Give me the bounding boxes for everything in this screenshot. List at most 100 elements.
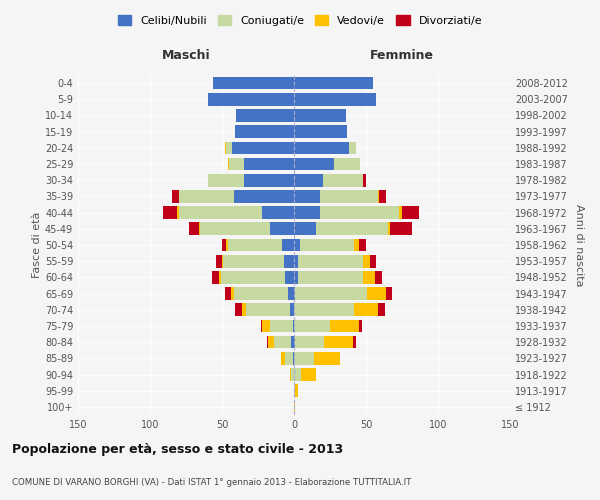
Bar bbox=[222, 238, 226, 252]
Bar bbox=[288, 288, 294, 300]
Bar bbox=[294, 320, 330, 332]
Bar bbox=[228, 238, 283, 252]
Bar bbox=[294, 158, 334, 170]
Bar bbox=[391, 222, 412, 235]
Bar bbox=[298, 255, 363, 268]
Bar bbox=[286, 352, 293, 364]
Bar bbox=[353, 336, 356, 348]
Bar bbox=[363, 255, 370, 268]
Bar bbox=[367, 288, 386, 300]
Bar bbox=[221, 271, 286, 283]
Bar bbox=[226, 142, 232, 154]
Bar bbox=[359, 320, 362, 332]
Text: COMUNE DI VARANO BORGHI (VA) - Dati ISTAT 1° gennaio 2013 - Elaborazione TUTTITA: COMUNE DI VARANO BORGHI (VA) - Dati ISTA… bbox=[12, 478, 412, 487]
Bar bbox=[242, 304, 247, 316]
Bar bbox=[295, 384, 298, 397]
Bar bbox=[293, 352, 294, 364]
Bar bbox=[236, 109, 294, 122]
Bar bbox=[244, 158, 294, 170]
Bar bbox=[314, 352, 340, 364]
Bar bbox=[294, 384, 295, 397]
Bar bbox=[235, 126, 294, 138]
Bar bbox=[223, 255, 284, 268]
Bar bbox=[316, 222, 388, 235]
Bar bbox=[402, 206, 419, 219]
Bar bbox=[355, 304, 377, 316]
Bar bbox=[266, 336, 268, 348]
Bar bbox=[294, 174, 323, 186]
Bar bbox=[290, 304, 294, 316]
Bar bbox=[294, 271, 298, 283]
Bar bbox=[294, 255, 298, 268]
Bar bbox=[222, 255, 223, 268]
Bar bbox=[247, 304, 290, 316]
Bar bbox=[199, 222, 200, 235]
Bar bbox=[363, 174, 366, 186]
Bar bbox=[178, 206, 179, 219]
Bar bbox=[189, 222, 199, 235]
Bar bbox=[295, 288, 367, 300]
Bar bbox=[294, 400, 295, 413]
Bar bbox=[293, 320, 294, 332]
Bar bbox=[386, 288, 392, 300]
Bar bbox=[294, 222, 316, 235]
Bar bbox=[294, 206, 320, 219]
Bar bbox=[323, 174, 363, 186]
Bar bbox=[330, 320, 359, 332]
Text: Maschi: Maschi bbox=[161, 49, 211, 62]
Bar bbox=[370, 255, 376, 268]
Bar bbox=[294, 368, 301, 381]
Bar bbox=[294, 352, 314, 364]
Bar bbox=[294, 126, 347, 138]
Bar bbox=[294, 109, 346, 122]
Legend: Celibi/Nubili, Coniugati/e, Vedovi/e, Divorziati/e: Celibi/Nubili, Coniugati/e, Vedovi/e, Di… bbox=[113, 10, 487, 30]
Bar bbox=[274, 336, 291, 348]
Bar bbox=[399, 206, 402, 219]
Bar bbox=[286, 271, 294, 283]
Bar bbox=[363, 271, 374, 283]
Y-axis label: Anni di nascita: Anni di nascita bbox=[574, 204, 584, 286]
Bar bbox=[262, 206, 294, 219]
Bar bbox=[214, 77, 294, 90]
Bar bbox=[226, 238, 228, 252]
Bar bbox=[291, 336, 294, 348]
Bar bbox=[300, 238, 355, 252]
Bar bbox=[261, 320, 262, 332]
Bar bbox=[283, 238, 294, 252]
Bar bbox=[294, 77, 373, 90]
Bar bbox=[334, 158, 360, 170]
Bar bbox=[233, 288, 288, 300]
Y-axis label: Fasce di età: Fasce di età bbox=[32, 212, 42, 278]
Bar bbox=[359, 238, 366, 252]
Bar bbox=[388, 222, 391, 235]
Bar bbox=[244, 174, 294, 186]
Bar bbox=[379, 190, 386, 202]
Bar bbox=[219, 271, 221, 283]
Bar bbox=[295, 336, 324, 348]
Bar bbox=[212, 271, 219, 283]
Bar bbox=[320, 206, 399, 219]
Bar bbox=[163, 206, 178, 219]
Bar bbox=[301, 368, 316, 381]
Bar bbox=[208, 174, 244, 186]
Bar bbox=[235, 304, 242, 316]
Bar bbox=[284, 255, 294, 268]
Bar bbox=[298, 271, 363, 283]
Bar bbox=[262, 320, 269, 332]
Bar bbox=[294, 336, 295, 348]
Bar bbox=[349, 142, 356, 154]
Bar bbox=[225, 142, 226, 154]
Bar bbox=[291, 368, 294, 381]
Bar bbox=[294, 142, 349, 154]
Bar bbox=[179, 190, 233, 202]
Bar bbox=[281, 352, 286, 364]
Bar bbox=[290, 368, 291, 381]
Bar bbox=[216, 255, 222, 268]
Bar bbox=[268, 336, 274, 348]
Text: Femmine: Femmine bbox=[370, 49, 434, 62]
Bar bbox=[228, 158, 229, 170]
Bar bbox=[172, 190, 179, 202]
Bar bbox=[225, 288, 230, 300]
Bar bbox=[179, 206, 262, 219]
Bar bbox=[324, 336, 353, 348]
